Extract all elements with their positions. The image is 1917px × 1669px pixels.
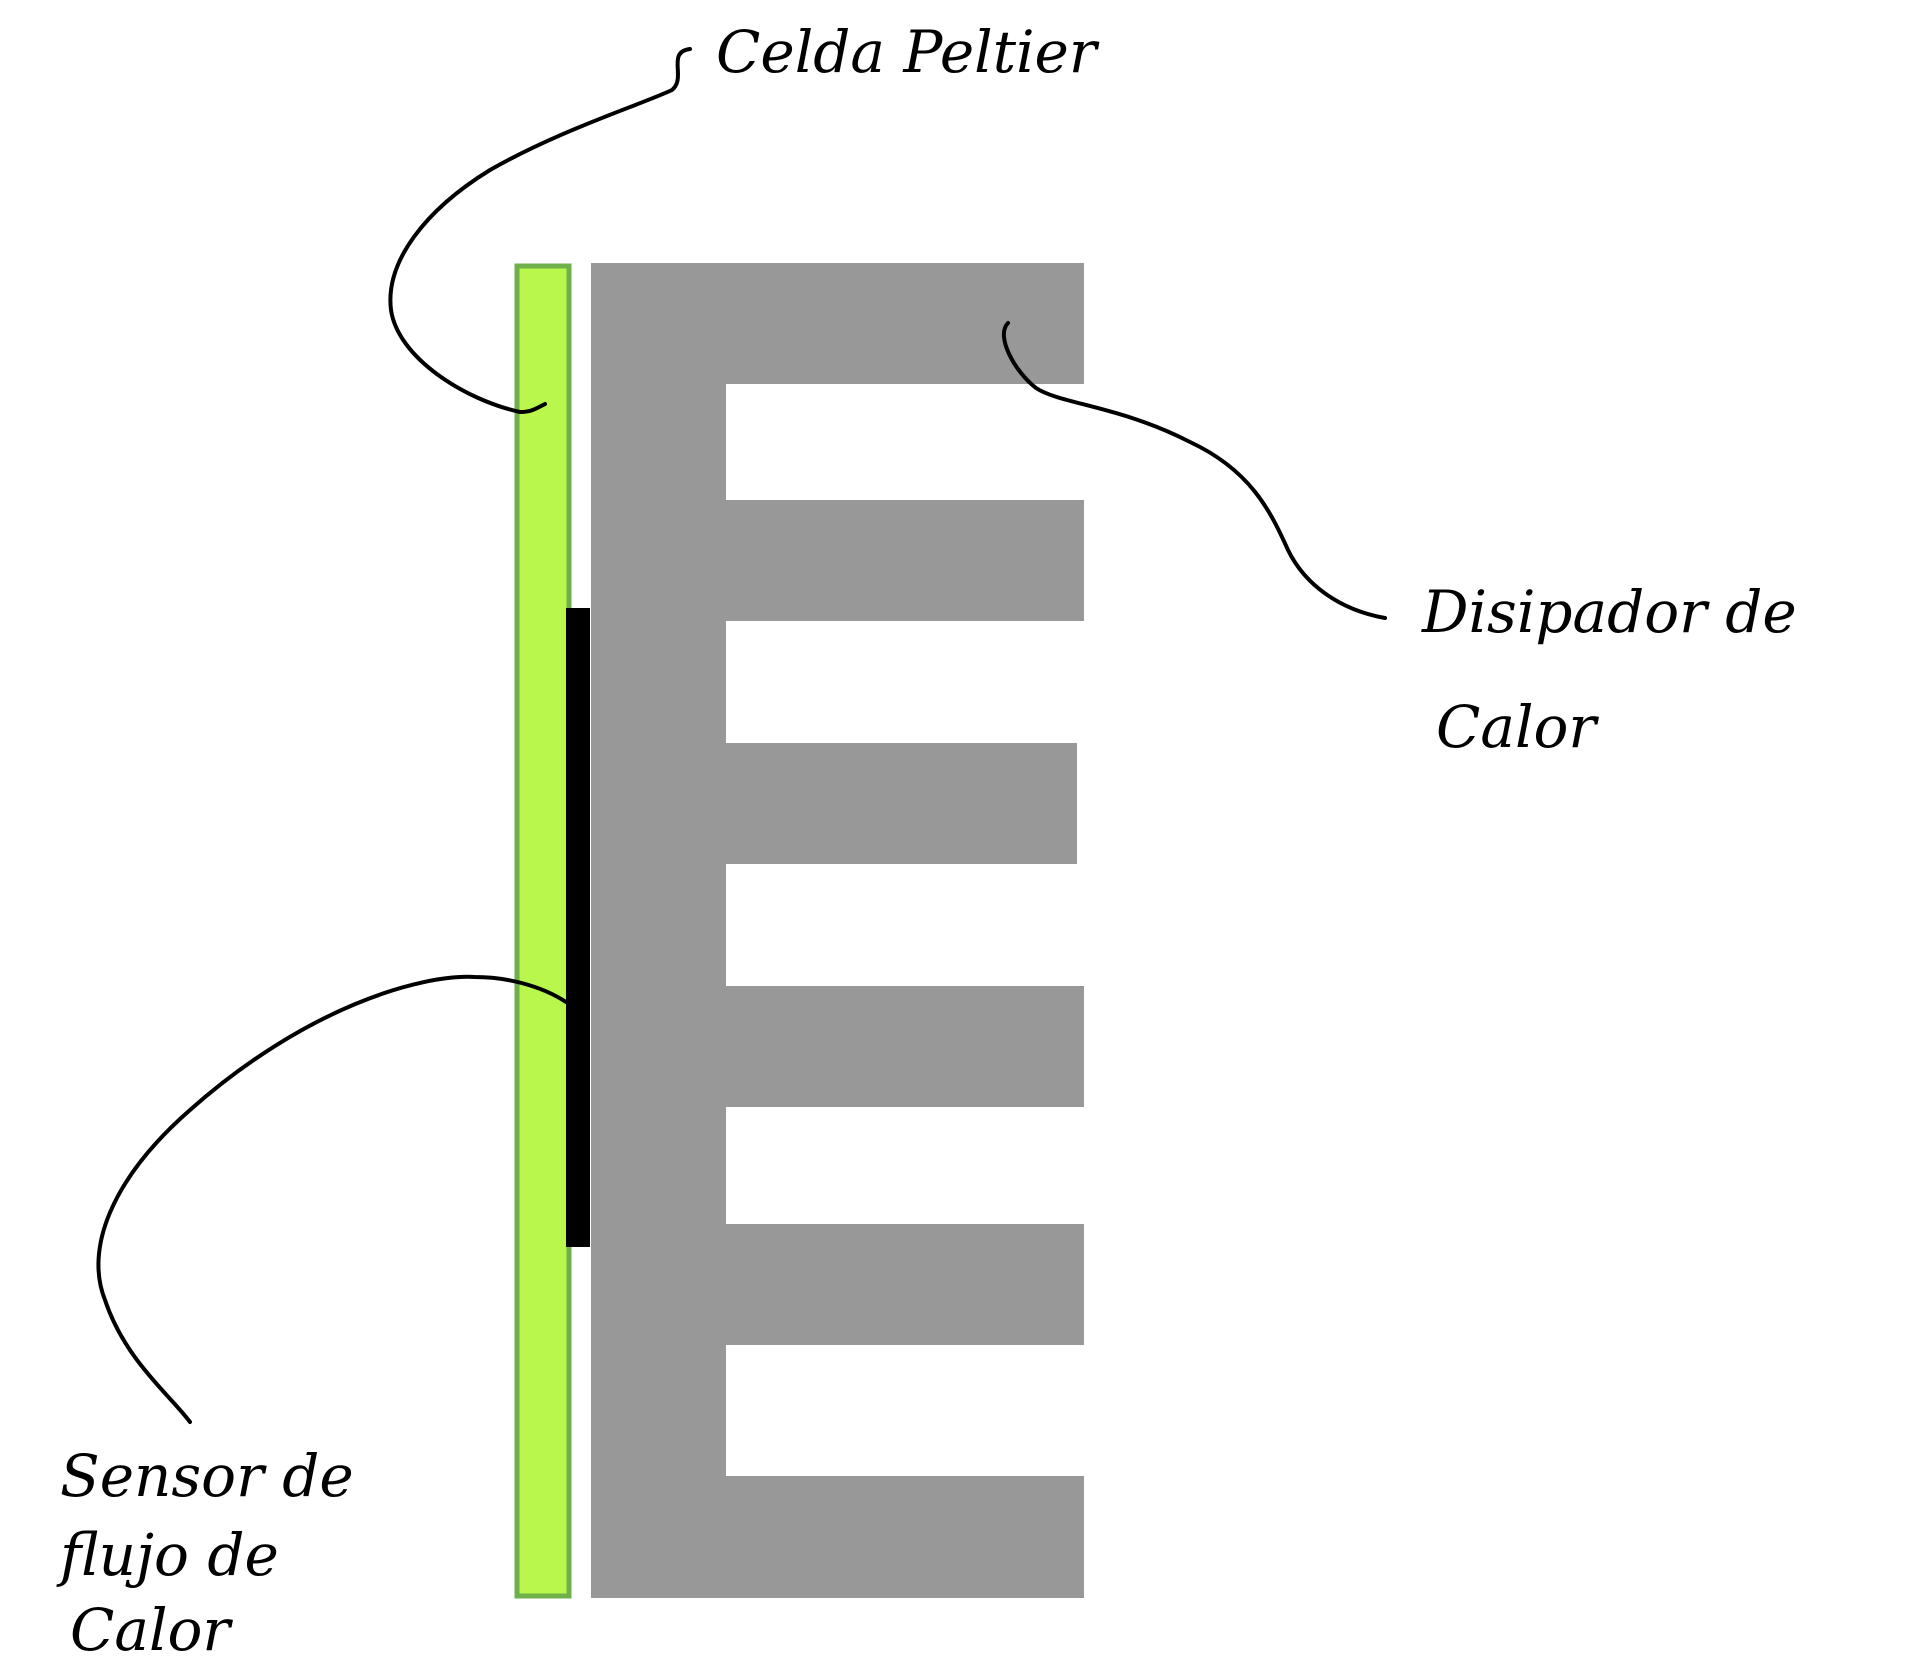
sensor-label-line2: flujo de xyxy=(56,1521,279,1589)
sensor-leader-line xyxy=(96,974,568,1424)
peltier-cell xyxy=(514,263,572,1599)
heat-sink-base xyxy=(591,263,726,1598)
heat-sink-fin xyxy=(591,1476,1084,1598)
heat-sink-fin xyxy=(591,743,1077,864)
peltier-leader-line xyxy=(388,47,692,414)
heat-sink-fin xyxy=(591,263,1084,384)
sensor-label-line1: Sensor de xyxy=(60,1442,354,1510)
heat-sink xyxy=(591,263,1084,1598)
peltier-label: Celda Peltier xyxy=(716,18,1100,86)
heat-sink-leader-line xyxy=(1001,321,1387,620)
heat-sink-fin xyxy=(591,500,1084,621)
heat-sink-fin xyxy=(591,1224,1084,1345)
heat-sink-label-line2: Calor xyxy=(1436,693,1599,761)
heat-sink-fin xyxy=(591,986,1084,1107)
sensor-label-line3: Calor xyxy=(70,1596,233,1664)
heat-sink-label-line1: Disipador de xyxy=(1421,578,1797,646)
heat-flux-sensor xyxy=(566,608,590,1247)
